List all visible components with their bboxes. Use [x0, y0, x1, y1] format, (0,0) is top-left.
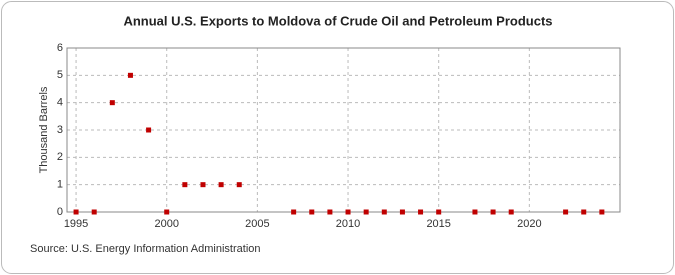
point [599, 209, 605, 215]
point [490, 209, 496, 215]
point [581, 209, 587, 215]
y-tick-label: 3 [57, 124, 63, 136]
point [345, 209, 351, 215]
x-tick-label: 2020 [517, 218, 541, 230]
point [327, 209, 333, 215]
source-note: Source: U.S. Energy Information Administ… [30, 243, 261, 255]
point [472, 209, 478, 215]
y-tick-label: 4 [57, 97, 63, 109]
point [218, 182, 224, 188]
point [399, 209, 405, 215]
y-axis-label: Thousand Barrels [38, 86, 50, 173]
point [73, 209, 79, 215]
y-tick-label: 1 [57, 179, 63, 191]
point [127, 72, 133, 78]
y-tick-label: 6 [57, 42, 63, 54]
point [182, 182, 188, 188]
point [164, 209, 170, 215]
point [436, 209, 442, 215]
x-tick-label: 2000 [154, 218, 178, 230]
point [309, 209, 315, 215]
y-tick-label: 5 [57, 69, 63, 81]
x-tick-label: 2015 [426, 218, 450, 230]
point [236, 182, 242, 188]
point [146, 127, 152, 133]
point [563, 209, 569, 215]
point [91, 209, 97, 215]
point [381, 209, 387, 215]
x-tick-label: 2010 [336, 218, 360, 230]
point [418, 209, 424, 215]
x-tick-label: 1995 [64, 218, 88, 230]
point [363, 209, 369, 215]
point [200, 182, 206, 188]
y-tick-label: 0 [57, 206, 63, 218]
point [291, 209, 297, 215]
chart-title: Annual U.S. Exports to Moldova of Crude … [123, 13, 552, 28]
plot-frame [66, 47, 621, 213]
y-tick-label: 2 [57, 151, 63, 163]
x-tick-label: 2005 [245, 218, 269, 230]
point [109, 100, 115, 106]
point [508, 209, 514, 215]
